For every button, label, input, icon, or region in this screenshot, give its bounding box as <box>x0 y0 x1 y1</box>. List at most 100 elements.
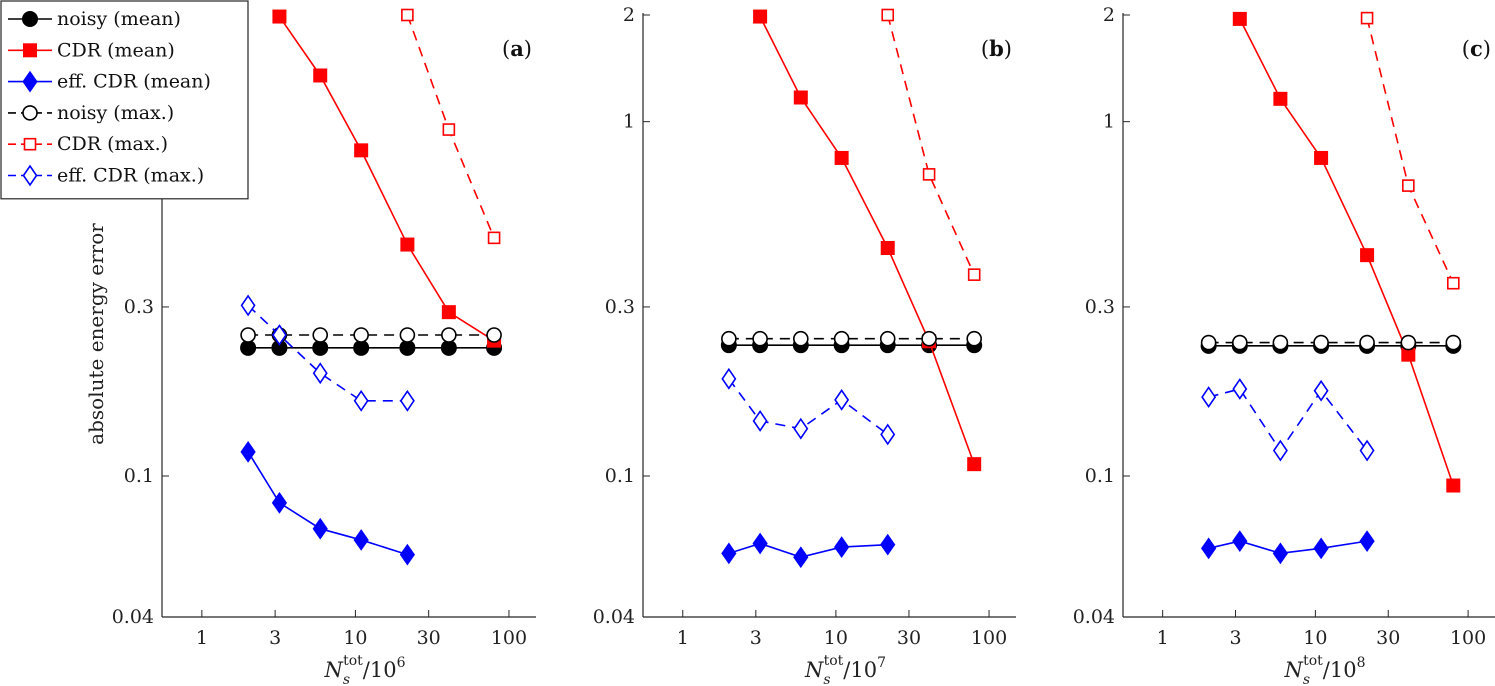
series-line <box>759 16 975 465</box>
data-point <box>1313 537 1329 560</box>
data-point <box>879 330 896 347</box>
y-tick-label: 0.04 <box>112 606 154 628</box>
data-point <box>721 367 737 390</box>
legend-entry: CDR (max.) <box>8 133 168 155</box>
panel-label: (b) <box>981 36 1012 61</box>
x-tick-label: 100 <box>491 627 527 649</box>
data-point <box>401 8 414 22</box>
x-tick-label: 3 <box>1229 627 1241 649</box>
data-point <box>400 237 415 252</box>
data-point <box>967 268 981 281</box>
data-point <box>721 330 737 347</box>
data-point <box>752 330 768 347</box>
data-point <box>1313 334 1329 351</box>
data-point <box>1402 179 1415 192</box>
series-line <box>728 378 889 436</box>
data-point <box>1314 150 1329 165</box>
panel-label: (a) <box>502 36 532 61</box>
data-point <box>399 327 416 343</box>
data-point <box>1359 530 1375 552</box>
series-eff-cdr-max <box>240 294 415 412</box>
data-point <box>922 168 936 181</box>
legend-label: CDR (mean) <box>57 39 175 61</box>
data-point <box>1232 530 1248 552</box>
data-point <box>1232 11 1247 26</box>
data-point <box>793 90 808 105</box>
data-point <box>1400 334 1417 351</box>
series-cdr-max <box>881 8 981 281</box>
data-point <box>399 389 415 412</box>
data-point <box>354 143 369 158</box>
data-point <box>313 68 328 83</box>
data-point <box>752 532 768 555</box>
data-point <box>441 327 457 343</box>
series-cdr-mean <box>1232 11 1461 493</box>
data-point <box>442 123 456 136</box>
y-tick-label: 2 <box>623 4 635 26</box>
x-tick-label: 3 <box>269 627 281 649</box>
x-axis-label: Nstot/108 <box>1284 653 1366 686</box>
legend-marker <box>22 164 38 187</box>
x-tick-label: 100 <box>971 627 1007 649</box>
data-point <box>1359 334 1375 351</box>
data-point <box>966 330 982 347</box>
legend-marker <box>22 70 38 93</box>
data-point <box>240 440 256 463</box>
series-line <box>278 16 495 342</box>
data-point <box>921 330 937 347</box>
legend-label: eff. CDR (mean) <box>57 71 211 93</box>
series-line <box>1239 18 1455 486</box>
y-tick-label: 0.04 <box>593 606 635 628</box>
data-point <box>834 150 849 165</box>
data-point <box>1359 439 1375 462</box>
data-point <box>753 9 768 24</box>
data-point <box>793 330 809 347</box>
legend-label: noisy (max.) <box>57 102 174 124</box>
data-point <box>880 241 895 256</box>
series-cdr-max <box>401 8 501 245</box>
x-tick-label: 10 <box>343 627 367 649</box>
data-point <box>1232 334 1248 351</box>
x-tick-label: 1 <box>196 627 208 649</box>
data-point <box>399 543 415 566</box>
x-tick-label: 10 <box>1303 627 1327 649</box>
legend-marker <box>23 43 37 58</box>
y-tick-label: 0.3 <box>1085 296 1115 318</box>
x-tick-label: 10 <box>824 627 848 649</box>
data-point <box>834 536 850 558</box>
legend-marker <box>22 105 38 121</box>
data-point <box>1272 439 1288 462</box>
data-point <box>1272 542 1288 565</box>
y-tick-label: 0.1 <box>124 465 154 487</box>
series-noisy-max <box>1200 334 1462 351</box>
legend-entry: CDR (mean) <box>8 39 175 61</box>
y-tick-label: 1 <box>1103 111 1115 133</box>
series-line <box>1208 540 1368 555</box>
y-tick-label: 0.3 <box>124 296 154 318</box>
panel-b: 1 3 10 30 100 0.04 0.1 0.3 1 2 (b) Nstot/107 <box>593 4 1016 686</box>
data-point <box>1272 334 1289 351</box>
legend-marker <box>22 11 38 27</box>
data-point <box>1313 379 1329 402</box>
series-line <box>728 542 888 559</box>
data-point <box>1445 334 1462 351</box>
legend-label: noisy (mean) <box>57 8 181 30</box>
x-axis-label: Nstot/106 <box>324 653 406 686</box>
series-eff-cdr-max <box>721 367 896 446</box>
data-point <box>272 9 287 24</box>
data-point <box>486 327 502 343</box>
x-axis-label: Nstot/107 <box>804 653 886 686</box>
panel-c: 1 3 10 30 100 0.04 0.1 0.3 1 2 (c) Nstot/108 <box>1073 4 1495 686</box>
data-point <box>880 533 896 556</box>
series-eff-cdr-max <box>1201 378 1375 462</box>
data-point <box>834 388 850 411</box>
x-tick-label: 1 <box>677 627 689 649</box>
x-tick-label: 100 <box>1450 627 1486 649</box>
series-noisy-mean <box>240 339 503 356</box>
series-cdr-mean <box>272 9 502 348</box>
data-point <box>1447 276 1460 290</box>
series-eff-cdr-mean <box>1201 530 1375 565</box>
data-point <box>967 457 982 472</box>
